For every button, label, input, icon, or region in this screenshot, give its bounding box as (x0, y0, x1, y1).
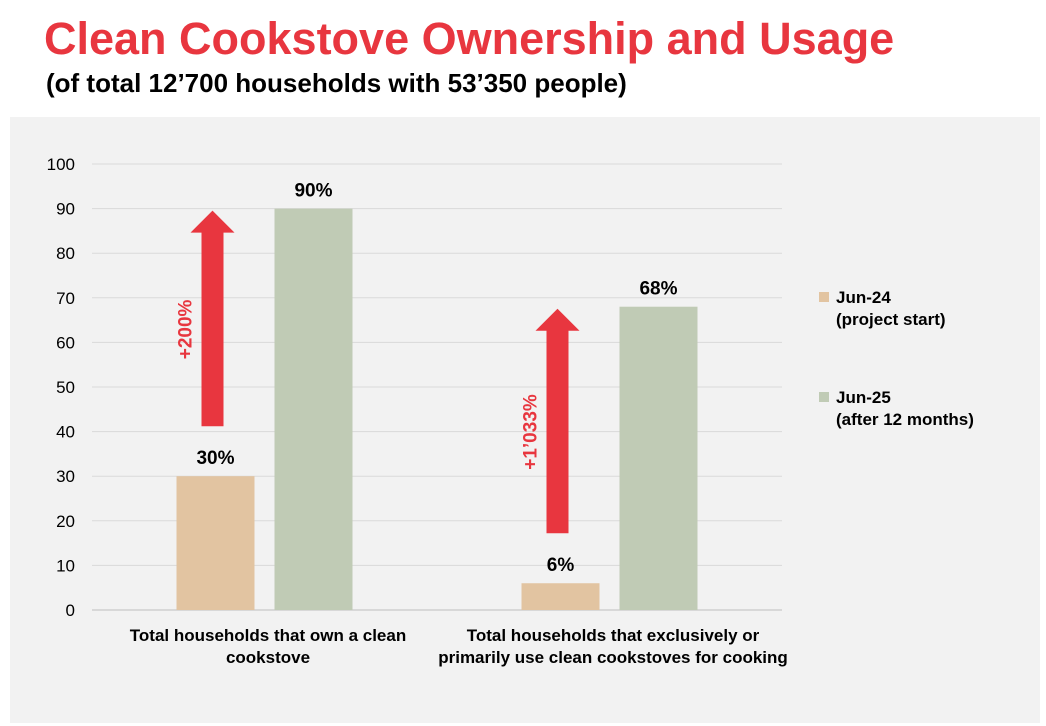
y-tick-label: 10 (56, 556, 75, 575)
y-tick-label: 0 (66, 601, 75, 620)
growth-annotation: +200% (176, 299, 197, 359)
growth-arrow (535, 308, 580, 534)
chart-title: Clean Cookstove Ownership and Usage (44, 13, 895, 64)
legend-swatch-jun-25 (819, 392, 829, 402)
chart-panel: 0 10 20 30 40 50 60 70 80 90 100 30% 90% 6% 68% +200% +1… (10, 117, 1040, 723)
bar (274, 208, 353, 610)
data-label: 68% (639, 279, 677, 300)
growth-annotation: +1’033% (521, 394, 542, 470)
y-tick-label: 20 (56, 512, 75, 531)
y-tick-label: 30 (56, 467, 75, 486)
y-tick-label: 50 (56, 378, 75, 397)
y-tick-label: 60 (56, 333, 75, 352)
bar-chart: 0 10 20 30 40 50 60 70 80 90 100 30% 90% 6% 68% +200% +1… (47, 155, 782, 620)
legend-item-jun-24: Jun-24 (project start) (819, 287, 946, 331)
bar (176, 476, 255, 610)
legend-sublabel: (project start) (836, 310, 946, 329)
legend-sublabel: (after 12 months) (836, 410, 974, 429)
legend-item-jun-25: Jun-25 (after 12 months) (819, 387, 974, 431)
y-tick-label: 90 (56, 200, 75, 219)
legend-label: Jun-25 (836, 388, 891, 407)
y-tick-label: 100 (47, 155, 75, 174)
data-label: 6% (547, 555, 575, 576)
bar (619, 306, 698, 610)
growth-arrow (190, 210, 235, 427)
category-label-own: Total households that own a clean cookst… (129, 626, 407, 667)
data-label: 90% (294, 181, 332, 202)
legend-swatch-jun-24 (819, 292, 829, 302)
data-label: 30% (196, 448, 234, 469)
y-tick-label: 40 (56, 423, 75, 442)
category-label-use: Total households that exclusively or pri… (438, 626, 788, 667)
bar (521, 583, 600, 610)
chart-subtitle: (of total 12’700 households with 53’350 … (46, 68, 627, 98)
legend-label: Jun-24 (836, 288, 891, 307)
y-tick-label: 70 (56, 289, 75, 308)
y-tick-label: 80 (56, 244, 75, 263)
